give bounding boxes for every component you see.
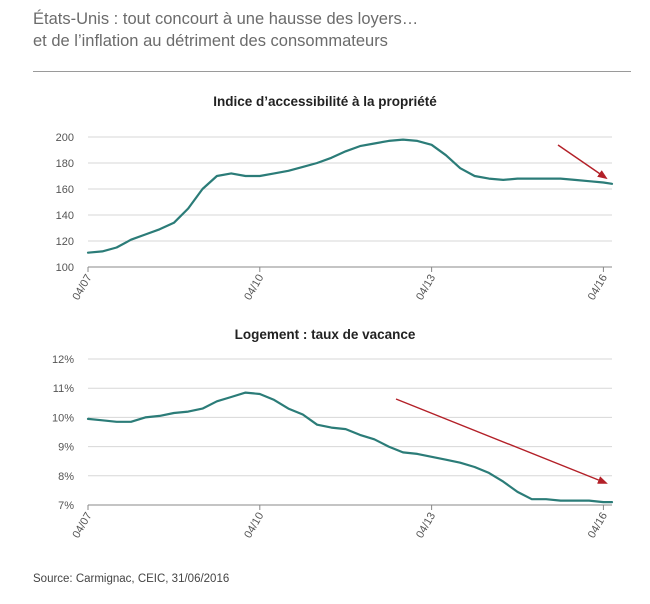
y-tick-label: 200 [56, 132, 74, 144]
y-tick-label: 12% [52, 354, 74, 366]
affordability-chart: 100 120 140 160 180 200 04/07 04/10 04/13 04/16 [56, 132, 614, 303]
y-tick-label: 180 [56, 158, 74, 170]
y-tick-label: 9% [58, 442, 74, 454]
chart-2-title: Logement : taux de vacance [234, 327, 416, 342]
series-line [86, 138, 614, 254]
chart-1-title: Indice d’accessibilité à la propriété [213, 94, 437, 109]
trend-arrow [395, 398, 608, 484]
y-tick-label: 11% [53, 383, 74, 395]
headline: États-Unis : tout concourt à une hausse … [33, 8, 633, 52]
source-note: Source: Carmignac, CEIC, 31/06/2016 [33, 573, 230, 585]
x-tick-label: 04/10 [242, 273, 266, 303]
y-tick-label: 160 [56, 184, 74, 196]
headline-line-2: et de l’inflation au détriment des conso… [33, 32, 388, 50]
x-tick-label: 04/16 [586, 273, 610, 303]
x-tick-label: 04/13 [414, 273, 438, 303]
y-tick-label: 10% [52, 412, 74, 424]
y-tick-label: 140 [56, 210, 74, 222]
y-tick-label: 8% [58, 471, 74, 483]
vacancy-chart: 7% 8% 9% 10% 11% 12% 04/07 04/10 04/13 04/16 [52, 354, 614, 541]
series-line [86, 391, 614, 504]
y-tick-label: 120 [56, 236, 74, 248]
trend-arrow [557, 144, 608, 180]
header-divider [33, 71, 631, 72]
x-tick-label: 04/10 [242, 511, 266, 541]
x-tick-label: 04/07 [70, 273, 94, 303]
x-tick-label: 04/13 [414, 511, 438, 541]
y-tick-label: 100 [56, 262, 74, 274]
x-tick-label: 04/07 [70, 511, 94, 541]
headline-line-1: États-Unis : tout concourt à une hausse … [33, 10, 419, 28]
x-tick-label: 04/16 [586, 511, 610, 541]
y-tick-label: 7% [58, 500, 74, 512]
